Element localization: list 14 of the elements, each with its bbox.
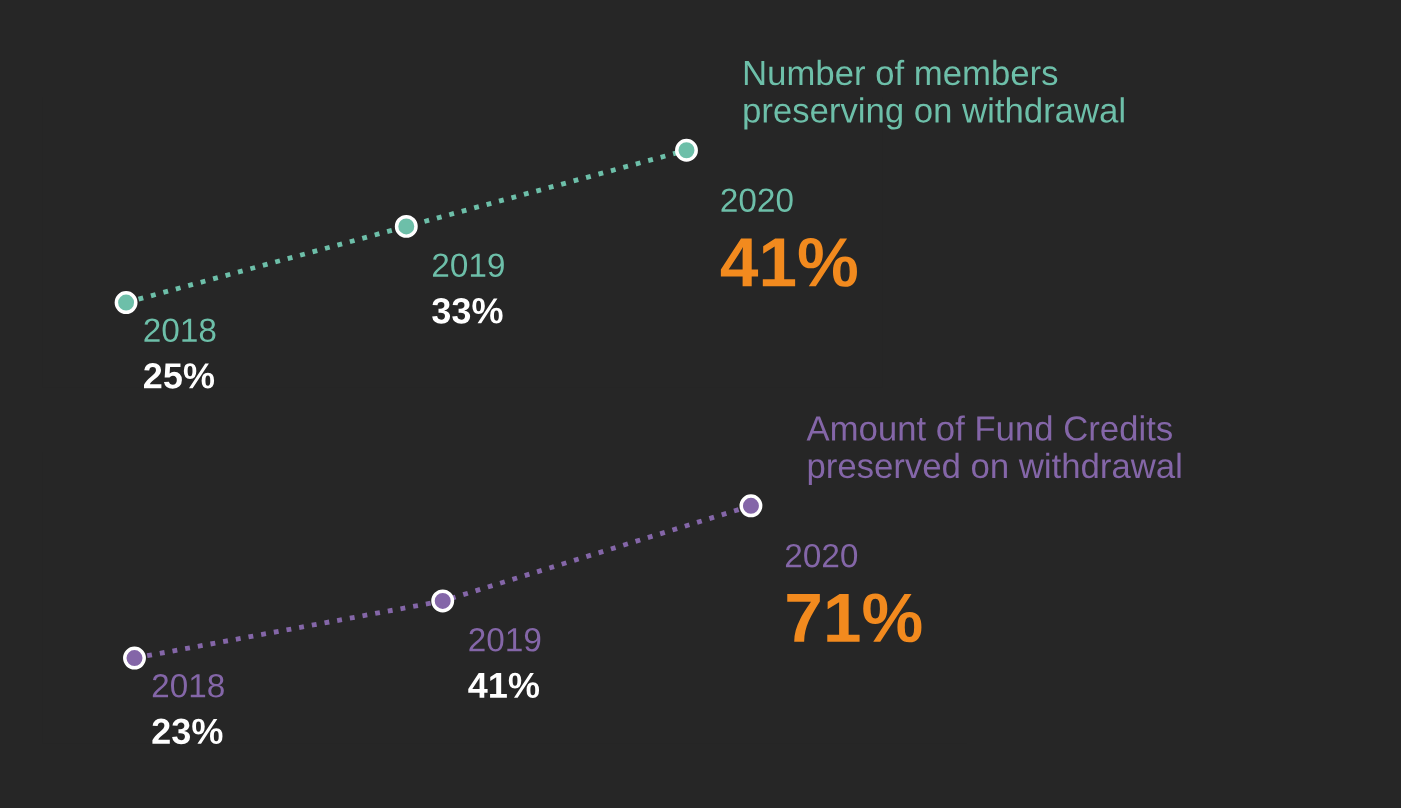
data-label: 33% — [432, 298, 503, 324]
series-label: Number of members preserving on withdrawal — [744, 59, 1124, 130]
data-label: 71% — [787, 593, 922, 643]
data-label: 41% — [468, 672, 540, 699]
x-tick-label: 2020 — [785, 543, 858, 568]
series-label: Amount of Fund Credits preserved on withdrawal — [806, 415, 1181, 486]
x-tick-label: 2018 — [144, 318, 216, 343]
x-tick-label: 2019 — [432, 253, 504, 278]
x-tick-label: 2020 — [721, 188, 793, 212]
data-label: 41% — [720, 237, 857, 287]
data-label: 25% — [144, 363, 215, 389]
x-tick-label: 2018 — [152, 673, 224, 698]
data-label: 23% — [152, 718, 223, 745]
x-tick-label: 2019 — [469, 627, 541, 652]
